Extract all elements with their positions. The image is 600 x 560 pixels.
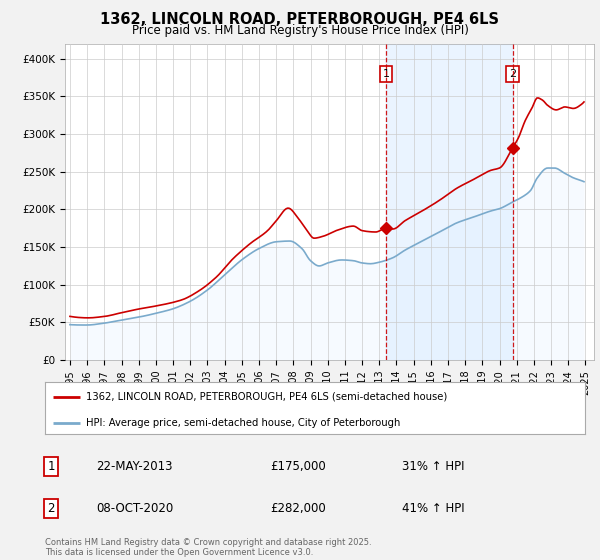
- Bar: [386, 44, 513, 360]
- Text: 1362, LINCOLN ROAD, PETERBOROUGH, PE4 6LS (semi-detached house): 1362, LINCOLN ROAD, PETERBOROUGH, PE4 6L…: [86, 392, 447, 402]
- Text: 2: 2: [47, 502, 55, 515]
- Text: 08-OCT-2020: 08-OCT-2020: [96, 502, 173, 515]
- Text: 41% ↑ HPI: 41% ↑ HPI: [402, 502, 464, 515]
- Text: Price paid vs. HM Land Registry's House Price Index (HPI): Price paid vs. HM Land Registry's House …: [131, 24, 469, 36]
- Text: 31% ↑ HPI: 31% ↑ HPI: [402, 460, 464, 473]
- Text: 2: 2: [509, 69, 516, 79]
- Text: 1: 1: [47, 460, 55, 473]
- Text: £175,000: £175,000: [270, 460, 326, 473]
- Text: HPI: Average price, semi-detached house, City of Peterborough: HPI: Average price, semi-detached house,…: [86, 418, 400, 428]
- Text: 1362, LINCOLN ROAD, PETERBOROUGH, PE4 6LS: 1362, LINCOLN ROAD, PETERBOROUGH, PE4 6L…: [101, 12, 499, 27]
- Text: 22-MAY-2013: 22-MAY-2013: [96, 460, 173, 473]
- Text: 1: 1: [382, 69, 389, 79]
- Text: £282,000: £282,000: [270, 502, 326, 515]
- Text: Contains HM Land Registry data © Crown copyright and database right 2025.
This d: Contains HM Land Registry data © Crown c…: [45, 538, 371, 557]
